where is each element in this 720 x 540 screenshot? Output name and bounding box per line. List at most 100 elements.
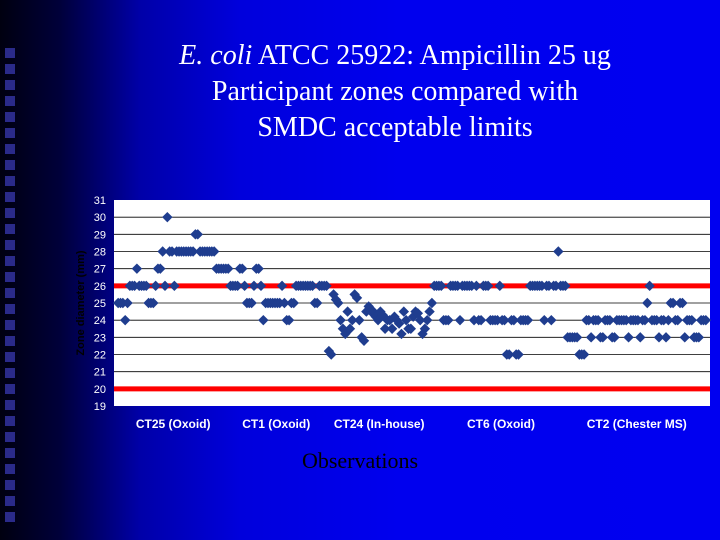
data-point [513, 349, 524, 360]
y-tick-labels: 19 20 21 22 23 24 25 26 27 28 29 30 31 [94, 195, 106, 413]
title-organism: E. coli [179, 40, 253, 71]
data-point [604, 314, 616, 326]
data-point [386, 323, 398, 334]
y-axis-label: Zone diameter (mm) [75, 250, 87, 355]
data-point [419, 323, 431, 334]
bullet-square [5, 144, 15, 154]
data-point [400, 314, 412, 326]
data-point [553, 246, 564, 257]
bullet-square [5, 176, 15, 186]
data-point [307, 280, 318, 292]
bullet-square [5, 224, 15, 234]
y-tick-label: 28 [94, 247, 106, 259]
data-point [131, 263, 143, 274]
data-point [499, 314, 510, 326]
bullet-square [5, 240, 15, 250]
data-point [623, 332, 634, 343]
data-points [112, 211, 712, 360]
slide-title: E. coli ATCC 25922: Ampicillin 25 ug Par… [110, 38, 680, 146]
data-point [560, 280, 571, 292]
data-point [686, 314, 697, 326]
data-point [232, 280, 243, 292]
data-point [192, 229, 203, 240]
bullet-square [5, 352, 15, 362]
data-point [653, 332, 665, 343]
data-point [426, 297, 438, 309]
data-point [326, 349, 337, 360]
data-point [642, 297, 653, 309]
bullet-square [5, 128, 15, 138]
data-point [700, 314, 712, 326]
group-label: CT24 (In-house) [334, 417, 425, 431]
data-point [354, 314, 365, 326]
data-point [585, 332, 597, 343]
bullet-square [5, 496, 15, 506]
data-point [288, 297, 299, 309]
bullet-square [5, 80, 15, 90]
data-point [494, 280, 505, 292]
bullet-square [5, 160, 15, 170]
bullet-square [5, 288, 15, 298]
title-line-2: Participant zones compared with [211, 76, 579, 107]
bullet-square [5, 304, 15, 314]
acceptable-limit-lines [114, 283, 710, 392]
data-point [592, 314, 604, 326]
y-tick-label: 20 [94, 384, 106, 396]
data-point [258, 314, 269, 326]
bullet-square [5, 208, 15, 218]
data-point [436, 280, 447, 292]
data-point [672, 314, 683, 326]
data-point [337, 323, 349, 334]
data-point [358, 335, 370, 346]
data-point [454, 314, 466, 326]
data-point [609, 332, 620, 343]
data-point [342, 306, 353, 317]
data-point [208, 246, 220, 257]
data-point [443, 314, 454, 326]
data-point [471, 280, 482, 292]
data-point [276, 280, 288, 292]
bullet-square [5, 480, 15, 490]
data-point [639, 314, 651, 326]
data-point [667, 297, 679, 309]
y-tick-label: 26 [94, 281, 106, 293]
y-tick-label: 22 [94, 350, 106, 362]
bullet-square [5, 512, 15, 522]
data-point [503, 349, 515, 360]
data-point [335, 314, 346, 326]
data-point [482, 280, 494, 292]
data-point [223, 263, 234, 274]
y-tick-label: 31 [94, 195, 106, 207]
data-point [148, 297, 159, 309]
title-line-1-rest: ATCC 25922: Ampicillin 25 ug [252, 40, 611, 71]
bullet-square [5, 416, 15, 426]
data-point [283, 314, 295, 326]
y-tick-label: 30 [94, 212, 106, 224]
data-point [279, 297, 290, 309]
data-point [422, 314, 433, 326]
data-point [396, 328, 407, 340]
y-tick-label: 25 [94, 298, 106, 310]
data-point [119, 314, 131, 326]
y-tick-label: 27 [94, 264, 106, 276]
group-labels: CT25 (Oxoid) CT1 (Oxoid) CT24 (In-house) CT… [136, 417, 687, 431]
data-point [162, 211, 173, 223]
bullet-square [5, 400, 15, 410]
data-point [539, 314, 550, 326]
y-tick-label: 23 [94, 332, 106, 344]
data-point [157, 246, 168, 257]
bullet-square [5, 64, 15, 74]
bullet-column-decoration [5, 48, 15, 522]
group-label: CT1 (Oxoid) [242, 417, 310, 431]
bullet-square [5, 272, 15, 282]
data-point [159, 280, 171, 292]
data-point [578, 349, 590, 360]
data-point [349, 289, 360, 300]
title-line-1: E. coli ATCC 25922: Ampicillin 25 ug [110, 38, 680, 74]
bullet-square [5, 256, 15, 266]
bullet-square [5, 112, 15, 122]
group-label: CT6 (Oxoid) [467, 417, 535, 431]
bullet-square [5, 96, 15, 106]
bullet-square [5, 464, 15, 474]
